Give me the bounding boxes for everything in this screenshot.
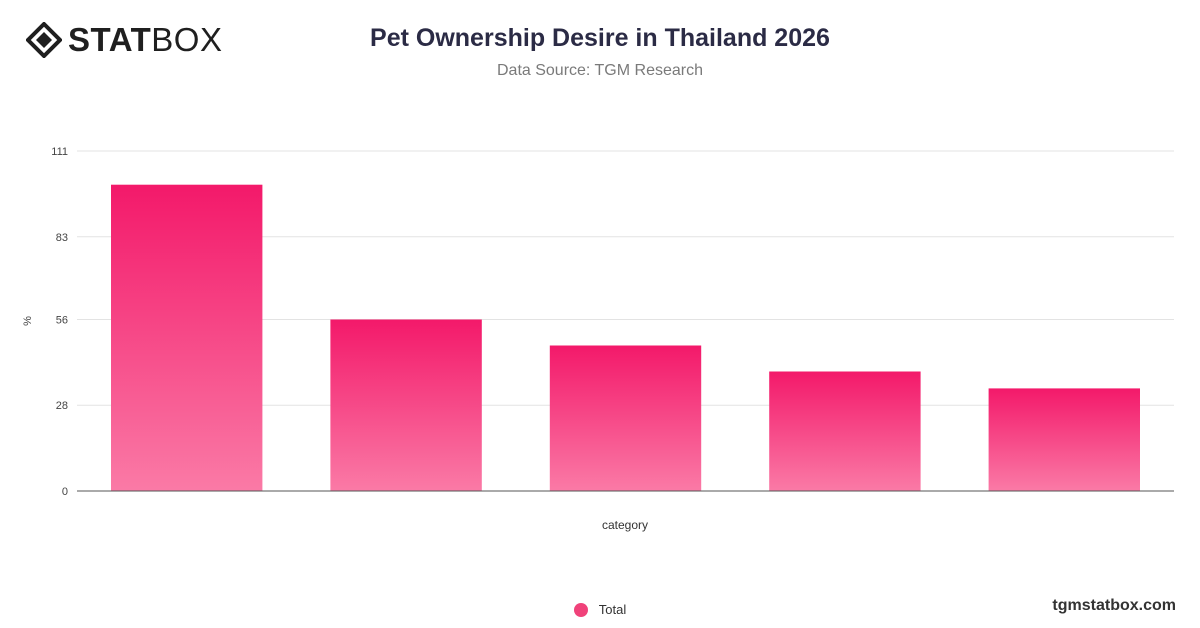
legend-swatch-total: [573, 602, 588, 617]
y-tick-label: 83: [56, 232, 68, 244]
chart-title: Pet Ownership Desire in Thailand 2026: [370, 24, 830, 52]
logo-wordmark-light: BOX: [151, 21, 223, 58]
logo-wordmark-bold: STAT: [68, 21, 152, 58]
y-tick-label: 56: [56, 314, 68, 326]
logo-wordmark: STATBOX: [68, 22, 222, 58]
y-tick-label: 28: [56, 400, 68, 412]
y-tick-label: 111: [51, 146, 68, 158]
bar-total-5[interactable]: [988, 388, 1140, 491]
site-watermark: tgmstatbox.com: [1052, 597, 1176, 614]
y-axis-label: %: [22, 316, 34, 326]
chart-legend[interactable]: Total: [0, 602, 1200, 617]
bar-total-2[interactable]: [330, 319, 482, 492]
bar-total-3[interactable]: [549, 345, 702, 492]
chart-subtitle: Data Source: TGM Research: [496, 62, 703, 79]
bar-total-4[interactable]: [769, 371, 921, 492]
statbox-diamond-logo-icon: [26, 22, 62, 58]
bar-total-1[interactable]: [111, 184, 263, 491]
y-tick-label: 0: [62, 486, 68, 498]
legend-label-total: Total: [598, 602, 627, 617]
x-axis-label: category: [602, 518, 648, 532]
statbox-logo[interactable]: STATBOX: [26, 22, 222, 58]
